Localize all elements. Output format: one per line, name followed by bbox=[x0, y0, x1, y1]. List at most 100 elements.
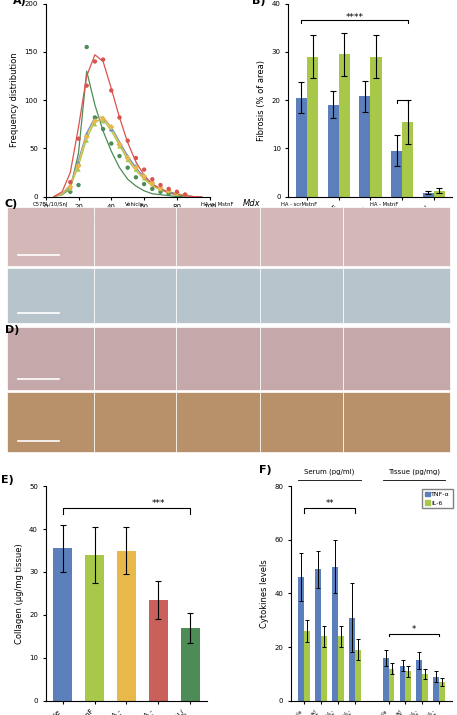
Bar bbox=[423, 193, 434, 197]
Point bbox=[173, 187, 181, 199]
Point bbox=[181, 189, 189, 200]
Bar bbox=[332, 566, 338, 701]
Point bbox=[75, 179, 82, 191]
Bar bbox=[383, 658, 388, 701]
Point bbox=[165, 183, 172, 194]
Point bbox=[124, 162, 131, 174]
Text: D): D) bbox=[5, 325, 19, 335]
Text: ***: *** bbox=[152, 498, 165, 508]
Point bbox=[157, 183, 164, 194]
Bar bbox=[371, 56, 382, 197]
Point bbox=[124, 150, 131, 162]
Point bbox=[67, 177, 74, 188]
Text: ****: **** bbox=[345, 12, 364, 21]
Bar bbox=[433, 676, 439, 701]
Bar bbox=[338, 636, 344, 701]
Point bbox=[124, 152, 131, 164]
Bar bbox=[149, 600, 168, 701]
Point bbox=[149, 177, 156, 189]
Point bbox=[132, 164, 139, 175]
Point bbox=[124, 135, 131, 147]
Text: Mdx: Mdx bbox=[243, 199, 260, 208]
Point bbox=[116, 112, 123, 123]
Bar bbox=[304, 631, 310, 701]
Point bbox=[100, 116, 107, 127]
Point bbox=[75, 157, 82, 169]
Point bbox=[165, 184, 172, 196]
Point bbox=[100, 54, 107, 65]
Point bbox=[83, 41, 90, 53]
Bar bbox=[388, 669, 394, 701]
Point bbox=[173, 186, 181, 197]
Point bbox=[83, 131, 90, 142]
Y-axis label: Collagen (μg/mg tissue): Collagen (μg/mg tissue) bbox=[15, 543, 23, 644]
Text: *: * bbox=[412, 626, 416, 634]
Text: **: ** bbox=[325, 499, 334, 508]
Point bbox=[165, 185, 172, 197]
Bar bbox=[434, 191, 445, 197]
Point bbox=[83, 135, 90, 147]
Point bbox=[173, 186, 181, 197]
Point bbox=[116, 139, 123, 150]
Bar bbox=[339, 54, 350, 197]
Y-axis label: Fibrosis (% of area): Fibrosis (% of area) bbox=[257, 59, 266, 141]
Text: B): B) bbox=[252, 0, 266, 6]
Point bbox=[100, 114, 107, 125]
Bar bbox=[399, 666, 405, 701]
Point bbox=[140, 178, 148, 189]
Point bbox=[91, 114, 99, 125]
Bar bbox=[402, 122, 413, 197]
Point bbox=[108, 122, 115, 133]
Point bbox=[181, 190, 189, 202]
Y-axis label: Cytokines levels: Cytokines levels bbox=[260, 559, 269, 628]
Point bbox=[108, 123, 115, 134]
Point bbox=[181, 189, 189, 200]
Point bbox=[173, 189, 181, 200]
Bar bbox=[298, 577, 304, 701]
Text: HA w/ MstnF: HA w/ MstnF bbox=[201, 202, 234, 207]
Text: E): E) bbox=[0, 475, 13, 485]
Bar bbox=[117, 551, 136, 701]
Bar bbox=[422, 674, 428, 701]
X-axis label: Fiber minimum diameter (μm): Fiber minimum diameter (μm) bbox=[64, 216, 191, 225]
Point bbox=[116, 138, 123, 149]
Bar bbox=[328, 105, 339, 197]
Point bbox=[140, 171, 148, 182]
Point bbox=[140, 169, 148, 181]
Point bbox=[67, 186, 74, 197]
Point bbox=[91, 56, 99, 67]
Text: C): C) bbox=[5, 199, 18, 209]
Text: HA - MstnF: HA - MstnF bbox=[370, 202, 398, 207]
Point bbox=[181, 189, 189, 200]
Text: Tissue (pg/mg): Tissue (pg/mg) bbox=[388, 469, 440, 475]
Point bbox=[67, 181, 74, 192]
Point bbox=[173, 188, 181, 199]
Point bbox=[149, 183, 156, 194]
Bar bbox=[315, 569, 321, 701]
Legend: Vehicle, HA - scrMstnF, C57BL/10/SnJ, HA w/ MstnF, HA - MstnF: Vehicle, HA - scrMstnF, C57BL/10/SnJ, HA… bbox=[78, 285, 177, 306]
Point bbox=[75, 133, 82, 144]
Text: HA - scrMstnF: HA - scrMstnF bbox=[281, 202, 318, 207]
Bar bbox=[181, 628, 200, 701]
Legend: Gastrocnemius, Diaphragm: Gastrocnemius, Diaphragm bbox=[314, 276, 427, 286]
Point bbox=[132, 160, 139, 172]
Text: Serum (pg/ml): Serum (pg/ml) bbox=[304, 469, 355, 475]
Point bbox=[67, 183, 74, 194]
Point bbox=[165, 185, 172, 197]
Point bbox=[157, 181, 164, 192]
Point bbox=[149, 174, 156, 185]
Bar bbox=[85, 555, 104, 701]
Point bbox=[157, 186, 164, 197]
Point bbox=[149, 178, 156, 189]
Text: C57BL/10/SnJ: C57BL/10/SnJ bbox=[32, 202, 68, 207]
Point bbox=[140, 172, 148, 184]
Text: A): A) bbox=[13, 0, 27, 6]
Point bbox=[165, 188, 172, 199]
Point bbox=[124, 154, 131, 166]
Point bbox=[108, 123, 115, 134]
Bar bbox=[391, 151, 402, 197]
Bar bbox=[405, 671, 411, 701]
Point bbox=[83, 128, 90, 139]
Point bbox=[83, 80, 90, 92]
Point bbox=[108, 138, 115, 149]
